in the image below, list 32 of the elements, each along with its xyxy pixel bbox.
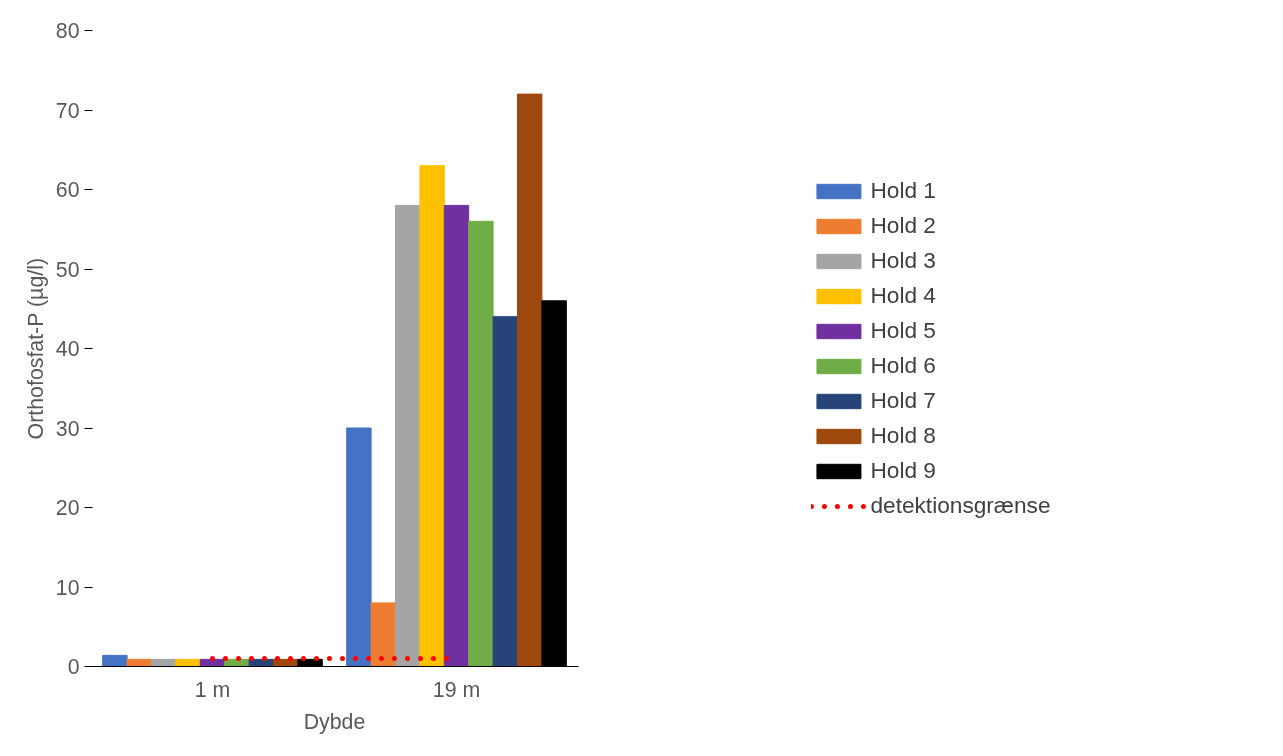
bar [492, 316, 518, 667]
legend-label: Hold 8 [870, 422, 936, 449]
bar [468, 220, 494, 667]
bar [102, 654, 128, 667]
x-tick-label: 19 m [432, 677, 481, 702]
y-axis-title: Orthofosfat-P (µg/l) [23, 257, 48, 440]
legend-label: Hold 4 [870, 282, 936, 309]
y-tick-label: 30 [55, 416, 80, 441]
y-tick-label: 60 [55, 178, 80, 202]
bar [395, 204, 421, 667]
x-axis-title: Dybde [303, 709, 366, 734]
legend-label: Hold 6 [870, 352, 936, 379]
x-tick-label: 1 m [194, 677, 231, 702]
y-tick-label: 0 [67, 655, 80, 679]
legend-label: Hold 3 [870, 247, 936, 274]
legend-label: Hold 2 [870, 212, 936, 239]
y-tick-label: 20 [55, 496, 80, 520]
bar [370, 602, 396, 667]
legend-label: detektionsgrænse [870, 492, 1051, 519]
legend-label: Hold 7 [870, 387, 936, 414]
bar [443, 204, 470, 667]
bar [346, 427, 372, 667]
bar [419, 165, 445, 667]
legend-label: Hold 9 [870, 457, 936, 484]
y-tick-label: 10 [55, 575, 80, 600]
y-tick-label: 80 [55, 19, 80, 43]
y-tick-label: 50 [55, 257, 80, 282]
legend-label: Hold 1 [870, 177, 936, 204]
y-tick-label: 70 [55, 98, 80, 123]
y-tick-label: 40 [55, 337, 80, 361]
legend-label: Hold 5 [870, 317, 936, 344]
bar [517, 93, 543, 667]
